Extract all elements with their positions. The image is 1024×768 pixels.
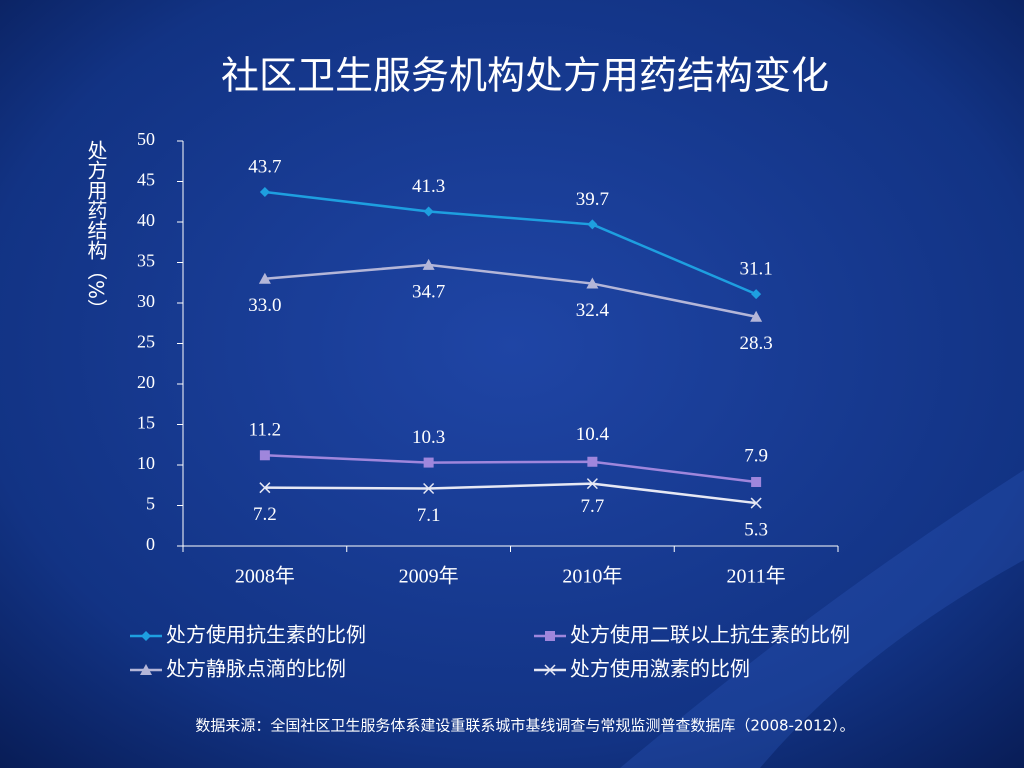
legend-label: 处方静脉点滴的比例 — [166, 657, 346, 681]
x-tick-label: 2008年 — [235, 565, 295, 588]
y-tick-label: 40 — [137, 210, 155, 230]
data-label: 10.3 — [412, 427, 445, 448]
data-label: 32.4 — [576, 300, 610, 321]
data-label: 5.3 — [744, 519, 768, 540]
legend-marker — [545, 631, 555, 641]
y-tick-label: 50 — [137, 129, 155, 149]
data-point — [423, 206, 434, 217]
data-label: 33.0 — [248, 295, 281, 316]
y-tick-label: 15 — [137, 413, 155, 433]
data-label: 10.4 — [576, 424, 610, 445]
data-point — [423, 457, 434, 468]
legend-marker — [141, 631, 151, 641]
data-point — [586, 277, 599, 289]
y-tick-label: 30 — [137, 291, 155, 311]
data-label: 11.2 — [249, 420, 282, 441]
y-tick-label: 20 — [137, 372, 155, 392]
data-label: 7.2 — [253, 504, 277, 525]
legend-label: 处方使用抗生素的比例 — [166, 623, 366, 647]
series-line — [264, 482, 757, 505]
data-label: 7.1 — [417, 505, 441, 526]
data-label: 41.3 — [412, 176, 445, 197]
legend-label: 处方使用激素的比例 — [570, 657, 750, 681]
data-point — [259, 482, 271, 494]
series-line — [264, 190, 757, 296]
data-point — [259, 450, 270, 461]
chart-title: 社区卫生服务机构处方用药结构变化 — [221, 54, 829, 98]
legend-marker — [140, 664, 152, 675]
source-note: 数据来源：全国社区卫生服务体系建设重联系城市基线调查与常规监测普查数据库（200… — [195, 717, 854, 735]
data-point — [587, 456, 598, 467]
series-line — [264, 263, 757, 318]
data-label: 7.7 — [581, 496, 605, 517]
x-tick-label: 2010年 — [562, 565, 622, 588]
y-axis-label: 处方用药结构（%） — [84, 140, 108, 319]
y-tick-label: 45 — [137, 170, 155, 190]
background-swirl — [620, 470, 1024, 768]
data-point — [586, 478, 598, 490]
x-tick-label: 2011年 — [726, 565, 785, 588]
data-label: 43.7 — [248, 156, 281, 177]
data-point — [423, 482, 435, 495]
y-tick-label: 0 — [146, 534, 155, 554]
data-point — [750, 497, 762, 509]
data-point — [259, 187, 270, 198]
y-tick-label: 5 — [146, 494, 155, 514]
y-tick-label: 35 — [137, 251, 155, 271]
series-line — [264, 454, 757, 484]
y-tick-label: 25 — [137, 332, 155, 352]
data-point — [751, 289, 762, 300]
data-point — [750, 310, 763, 322]
data-label: 39.7 — [576, 189, 609, 210]
x-tick-label: 2009年 — [399, 565, 459, 588]
data-point — [422, 258, 435, 270]
legend-label: 处方使用二联以上抗生素的比例 — [570, 623, 850, 647]
data-point — [587, 219, 598, 230]
data-label: 7.9 — [744, 445, 768, 466]
data-point — [751, 477, 762, 488]
data-point — [258, 272, 271, 284]
data-label: 31.1 — [740, 258, 773, 279]
legend-marker — [544, 664, 556, 676]
data-label: 34.7 — [412, 281, 445, 302]
y-tick-label: 10 — [137, 453, 155, 473]
data-label: 28.3 — [740, 333, 773, 354]
